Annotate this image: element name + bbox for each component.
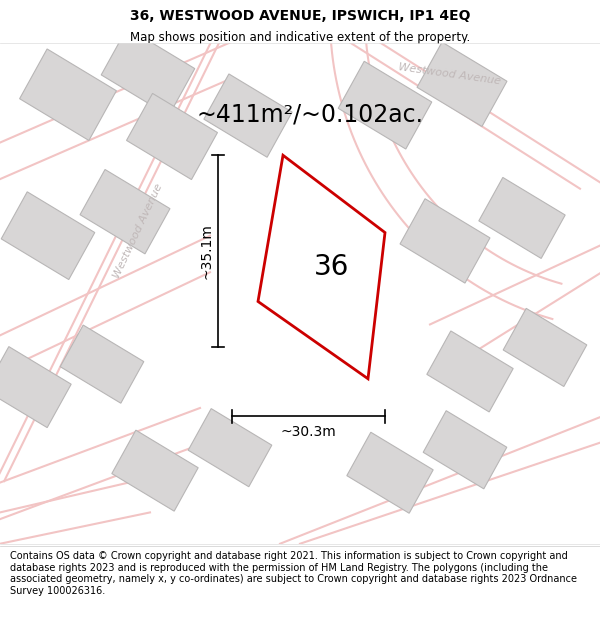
Polygon shape <box>427 331 513 412</box>
Polygon shape <box>0 347 71 428</box>
Text: ~30.3m: ~30.3m <box>281 425 337 439</box>
Polygon shape <box>20 49 116 141</box>
Polygon shape <box>258 155 385 379</box>
Polygon shape <box>423 411 507 489</box>
Text: Westwood Avenue: Westwood Avenue <box>112 182 164 279</box>
Polygon shape <box>400 199 490 283</box>
Text: Map shows position and indicative extent of the property.: Map shows position and indicative extent… <box>130 31 470 44</box>
Polygon shape <box>80 169 170 254</box>
Polygon shape <box>112 430 198 511</box>
Polygon shape <box>60 325 144 403</box>
Polygon shape <box>101 28 195 116</box>
Text: 36: 36 <box>314 253 349 281</box>
Polygon shape <box>503 308 587 386</box>
Polygon shape <box>347 432 433 513</box>
Text: Westwood Avenue: Westwood Avenue <box>398 62 502 86</box>
Polygon shape <box>127 93 217 179</box>
Text: ~35.1m: ~35.1m <box>199 223 213 279</box>
Polygon shape <box>188 409 272 487</box>
Text: ~411m²/~0.102ac.: ~411m²/~0.102ac. <box>197 102 424 126</box>
Polygon shape <box>417 42 507 126</box>
Polygon shape <box>338 61 432 149</box>
Polygon shape <box>479 177 565 259</box>
Text: 36, WESTWOOD AVENUE, IPSWICH, IP1 4EQ: 36, WESTWOOD AVENUE, IPSWICH, IP1 4EQ <box>130 9 470 23</box>
Polygon shape <box>1 192 95 279</box>
Text: Contains OS data © Crown copyright and database right 2021. This information is : Contains OS data © Crown copyright and d… <box>10 551 577 596</box>
Polygon shape <box>204 74 292 158</box>
